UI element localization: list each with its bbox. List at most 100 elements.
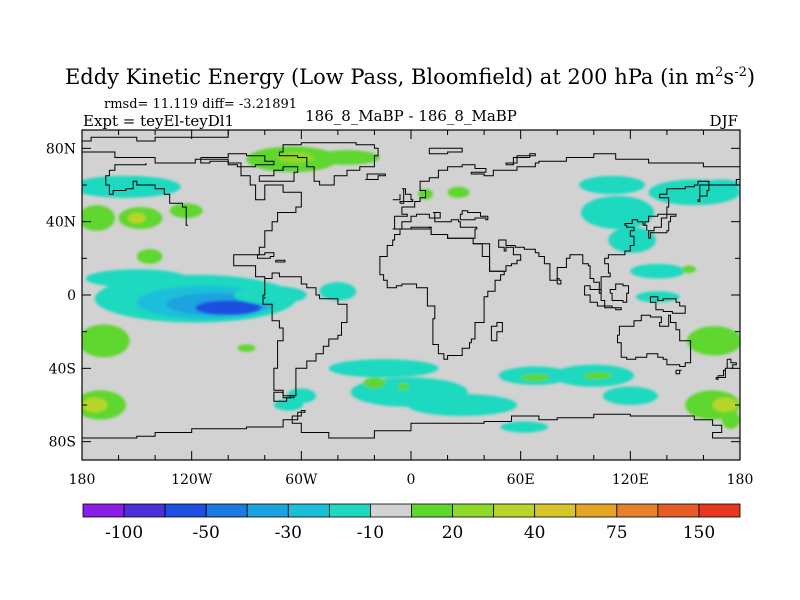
coastline — [273, 391, 295, 402]
colorbar-box — [534, 503, 577, 518]
x-tick-label: 0 — [407, 472, 416, 488]
y-tick-label: 40S — [49, 361, 76, 377]
colorbar-box — [698, 503, 741, 518]
colorbar-box — [123, 503, 166, 518]
anomaly-region — [273, 399, 304, 411]
anomaly-region — [82, 324, 130, 358]
coastline — [379, 226, 505, 360]
coastline — [392, 194, 401, 201]
anomaly-region — [82, 175, 181, 198]
y-axis: 80N 40N 0 40S 80S — [46, 141, 740, 451]
colorbar-box — [452, 503, 495, 518]
anomaly-region — [328, 359, 439, 378]
coastline — [105, 163, 188, 226]
anomaly-region — [127, 212, 146, 224]
x-tick-label: 120E — [612, 472, 649, 488]
stats-label: rmsd= 11.119 diff= -3.21891 — [104, 97, 297, 112]
comparison-label: 186_8_MaBP - 186_8_MaBP — [305, 107, 517, 125]
colorbar-box — [82, 503, 125, 518]
coastline — [609, 283, 629, 303]
anomaly-region — [500, 421, 549, 433]
anomaly-region — [580, 196, 655, 229]
anomaly-region — [407, 394, 518, 416]
coastline — [617, 314, 692, 367]
anomaly-region — [712, 397, 739, 413]
coastline — [556, 278, 562, 285]
coastline — [82, 151, 348, 399]
experiment-label: Expt = teyEl-teyDl1 — [83, 112, 234, 130]
coastline — [473, 175, 740, 294]
colorbar: -100 -50 -30 -10 20 40 75 150 — [82, 503, 741, 543]
coastline — [490, 322, 503, 342]
y-tick-label: 40N — [46, 215, 76, 231]
coastline — [278, 142, 379, 186]
colorbar-label: -10 — [357, 523, 384, 543]
coastline — [459, 210, 489, 221]
coastline — [649, 296, 686, 314]
anomaly-region — [277, 152, 315, 163]
anomaly-region — [630, 263, 686, 279]
x-axis: 180 120W 60W 0 60E 120E 180 — [69, 130, 754, 488]
anomaly-region — [195, 300, 262, 316]
colorbar-label: 150 — [683, 523, 715, 543]
colorbar-box — [657, 503, 700, 518]
y-tick-label: 80N — [46, 141, 76, 157]
colorbar-box — [164, 503, 207, 518]
x-tick-label: 60W — [285, 472, 318, 488]
colorbar-box — [575, 503, 618, 518]
anomaly-region — [237, 344, 256, 352]
colorbar-box — [411, 503, 453, 518]
anomaly-field — [82, 146, 740, 433]
x-tick-label: 180 — [727, 472, 754, 488]
colorbar-label: 20 — [442, 523, 464, 543]
anomaly-region — [447, 186, 470, 198]
coastline — [258, 166, 299, 182]
x-tick-label: 180 — [69, 472, 96, 488]
colorbar-box — [370, 503, 412, 518]
colorbar-box — [493, 503, 536, 518]
colorbar-label: 75 — [606, 523, 628, 543]
coastline — [200, 153, 275, 168]
anomaly-region — [82, 397, 108, 413]
anomaly-region — [721, 410, 740, 429]
coastline — [648, 213, 677, 239]
y-tick-label: 0 — [67, 288, 76, 304]
anomaly-region — [398, 383, 410, 391]
y-tick-label: 80S — [49, 435, 76, 451]
anomaly-region — [687, 326, 740, 356]
colorbar-label: -100 — [105, 523, 143, 543]
coastline — [257, 252, 275, 259]
anomaly-region — [136, 249, 163, 264]
colorbar-box — [246, 503, 289, 518]
coastline — [602, 305, 622, 311]
coastline — [365, 173, 386, 180]
coastline — [675, 369, 682, 375]
colorbar-label: -30 — [275, 523, 302, 543]
anomaly-region — [85, 269, 189, 288]
map-area — [82, 130, 740, 460]
coastline — [392, 153, 740, 230]
coastline — [275, 259, 286, 263]
coastline — [505, 153, 536, 166]
x-tick-label: 120W — [171, 472, 213, 488]
anomaly-region — [363, 377, 386, 389]
coastline — [82, 410, 740, 439]
colorbar-box — [328, 503, 371, 518]
colorbar-box — [616, 503, 659, 518]
chart-title: Eddy Kinetic Energy (Low Pass, Bloomfiel… — [65, 65, 755, 89]
anomaly-region — [608, 227, 656, 253]
coastline — [82, 130, 229, 142]
colorbar-box — [287, 503, 330, 518]
coastline — [428, 147, 463, 155]
colorbar-label: -50 — [192, 523, 219, 543]
anomaly-region — [233, 285, 307, 305]
anomaly-region — [286, 388, 316, 404]
coastline-layer — [82, 130, 740, 439]
season-label: DJF — [710, 112, 738, 130]
coastline — [715, 358, 737, 380]
anomaly-region — [602, 386, 658, 406]
anomaly-region — [82, 205, 115, 231]
anomaly-region — [579, 175, 645, 195]
anomaly-region — [681, 265, 697, 274]
